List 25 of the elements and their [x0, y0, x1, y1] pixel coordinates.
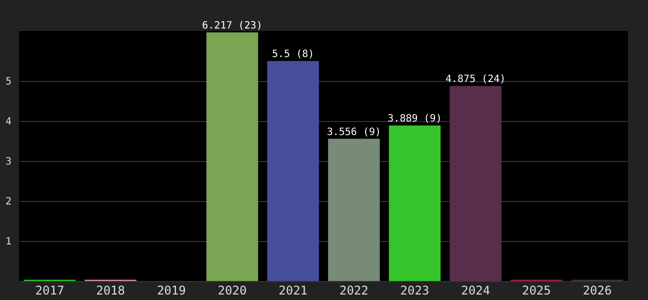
- x-tick-label: 2026: [582, 284, 612, 298]
- data-label: 6.217 (23): [202, 20, 262, 32]
- bar: [328, 138, 380, 281]
- y-tick-label: 5: [5, 76, 12, 88]
- bar: [388, 125, 441, 281]
- x-tick-label: 2024: [461, 284, 490, 298]
- x-tick-label: 2022: [339, 284, 368, 298]
- x-tick-label: 2017: [35, 284, 64, 298]
- data-label: 4.875 (24): [445, 74, 506, 85]
- x-tick-label: 2018: [96, 284, 126, 298]
- y-tick-label: 4: [5, 116, 12, 128]
- y-tick-label: 3: [5, 156, 12, 168]
- x-tick-label: 2025: [522, 284, 551, 298]
- x-tick-label: 2019: [156, 284, 186, 298]
- x-tick-label: 2021: [278, 284, 308, 298]
- bar: [450, 86, 502, 281]
- x-tick-label: 2023: [400, 284, 430, 298]
- data-label: 5.5 (8): [272, 49, 314, 60]
- x-tick-label: 2020: [218, 284, 247, 298]
- y-tick-label: 1: [5, 236, 12, 248]
- bar: [267, 61, 319, 281]
- data-label: 3.889 (9): [388, 113, 442, 124]
- data-label: 3.556 (9): [326, 126, 382, 138]
- bar: [206, 32, 258, 281]
- y-tick-label: 2: [5, 196, 12, 208]
